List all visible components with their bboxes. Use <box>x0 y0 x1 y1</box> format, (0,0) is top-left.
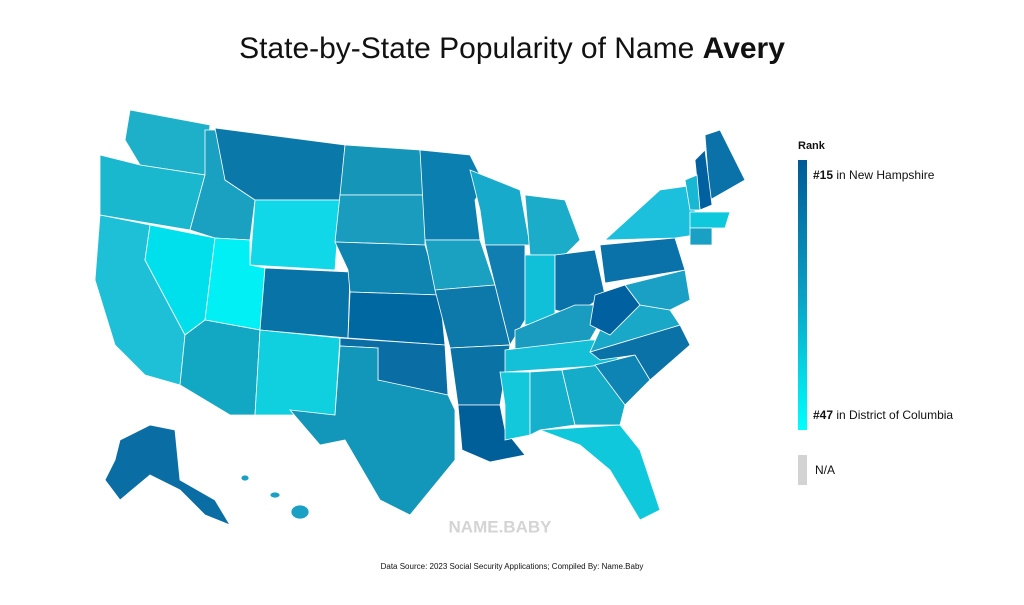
source: Data Source: 2023 Social Security Applic… <box>381 562 644 571</box>
state <box>704 129 746 201</box>
legend-top-rank: #15 <box>813 168 833 182</box>
state <box>524 254 556 326</box>
legend-bottom: #47 in District of Columbia <box>813 408 953 422</box>
state <box>347 291 446 346</box>
state <box>290 504 310 520</box>
state <box>624 269 691 311</box>
legend-na-swatch <box>798 455 807 485</box>
title-text: State-by-State Popularity of Name <box>239 32 694 65</box>
state <box>179 319 261 416</box>
legend-bottom-place: in District of Columbia <box>836 408 953 422</box>
state <box>603 184 696 241</box>
state <box>684 174 701 211</box>
state <box>254 329 341 416</box>
legend-top: #15 in New Hampshire <box>813 168 935 182</box>
state <box>240 474 250 482</box>
state <box>529 369 576 436</box>
state <box>499 371 531 441</box>
watermark: NAME.BABY <box>449 517 553 536</box>
title-name: Avery <box>703 32 786 65</box>
legend-title: Rank <box>798 140 826 152</box>
state <box>589 284 641 336</box>
legend-top-place: in New Hampshire <box>836 168 934 182</box>
us-map <box>94 109 746 526</box>
state <box>419 149 486 241</box>
state <box>104 424 231 526</box>
state <box>289 345 456 516</box>
state <box>539 424 661 521</box>
state <box>457 404 526 463</box>
state <box>249 199 341 271</box>
state <box>334 194 426 246</box>
state <box>259 267 351 339</box>
state <box>424 239 496 291</box>
state <box>524 194 581 256</box>
title: State-by-State Popularity of Name Avery <box>239 32 785 65</box>
legend-gradient <box>798 160 807 430</box>
state <box>689 227 713 246</box>
state <box>269 491 281 499</box>
state <box>339 144 426 196</box>
state <box>689 211 731 229</box>
state <box>334 241 441 296</box>
legend-na: N/A <box>815 463 835 477</box>
legend-bottom-rank: #47 <box>813 408 833 422</box>
